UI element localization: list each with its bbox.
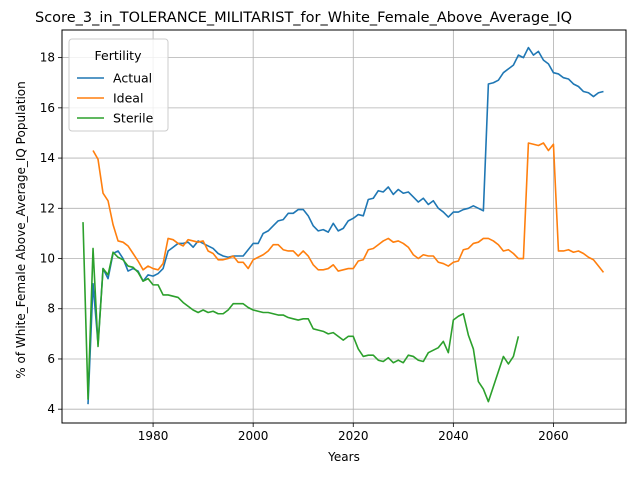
series-line-actual	[87, 46, 604, 405]
legend-box	[68, 38, 169, 132]
y-tick-label: 6	[47, 352, 55, 366]
legend: Fertility Actual Ideal Sterile	[68, 38, 169, 132]
series-line-sterile	[82, 222, 520, 403]
y-tick-label: 14	[40, 151, 55, 165]
y-tick-label: 16	[40, 101, 55, 115]
legend-title: Fertility	[95, 48, 143, 63]
x-tick-label: 2040	[438, 429, 469, 443]
y-tick-label: 4	[47, 402, 55, 416]
x-axis-title: Years	[327, 450, 360, 464]
x-tick-label: 2060	[538, 429, 569, 443]
y-tick-label: 18	[40, 51, 55, 65]
x-tick-label: 2020	[338, 429, 369, 443]
plot-frame	[61, 29, 627, 424]
y-axis: 4 6 8 10 12 14 16 18	[40, 51, 62, 416]
legend-label-sterile: Sterile	[113, 111, 154, 126]
y-tick-label: 8	[47, 302, 55, 316]
x-axis: 1980 2000 2020 2040 2060	[138, 423, 569, 443]
chart-title: Score_3_in_TOLERANCE_MILITARIST_for_Whit…	[35, 10, 572, 26]
y-axis-title: % of White_Female Above_Average_IQ Popul…	[14, 81, 28, 378]
grid	[62, 30, 626, 423]
series-layer	[82, 46, 605, 405]
legend-items: Actual Ideal Sterile	[77, 71, 154, 126]
y-tick-label: 12	[40, 201, 55, 215]
legend-label-ideal: Ideal	[113, 91, 143, 106]
x-tick-label: 2000	[238, 429, 269, 443]
legend-label-actual: Actual	[113, 71, 152, 86]
series-line-ideal	[92, 142, 605, 273]
x-tick-label: 1980	[138, 429, 169, 443]
y-tick-label: 10	[40, 252, 55, 266]
